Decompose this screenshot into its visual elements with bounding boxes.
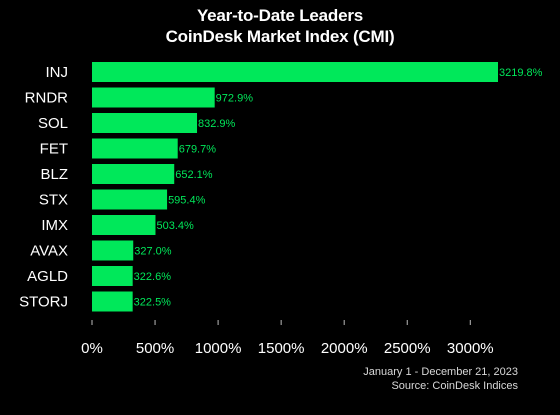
bar	[92, 87, 215, 108]
value-label: 652.1%	[175, 169, 213, 181]
value-label: 322.5%	[134, 297, 172, 309]
value-label: 595.4%	[168, 195, 206, 207]
bar	[92, 113, 198, 133]
value-label: 3219.8%	[499, 67, 543, 79]
value-label: 972.9%	[216, 93, 254, 105]
chart-subtitle: CoinDesk Market Index (CMI)	[165, 27, 395, 46]
x-tick-label: 3000%	[447, 340, 494, 357]
bar	[92, 291, 133, 312]
category-label: SOL	[38, 115, 68, 132]
category-label: RNDR	[25, 90, 68, 107]
category-label: AGLD	[27, 268, 68, 285]
bar	[92, 215, 156, 235]
source-note: Source: CoinDesk Indices	[391, 380, 518, 392]
category-label: STX	[39, 192, 68, 209]
x-tick-label: 500%	[136, 340, 174, 357]
bar	[92, 240, 134, 261]
category-label: INJ	[46, 64, 69, 81]
bar	[92, 266, 133, 286]
bar	[92, 189, 168, 210]
chart-title: Year-to-Date Leaders	[196, 6, 364, 25]
value-label: 832.9%	[198, 118, 236, 130]
value-label: 503.4%	[156, 220, 194, 232]
x-tick-label: 2000%	[321, 340, 368, 357]
date-range-note: January 1 - December 21, 2023	[363, 366, 518, 378]
category-label: BLZ	[40, 166, 68, 183]
x-tick-label: 2500%	[384, 340, 431, 357]
bar	[92, 138, 178, 159]
category-label: STORJ	[19, 294, 68, 311]
category-label: AVAX	[30, 243, 68, 260]
x-tick-label: 1000%	[195, 340, 242, 357]
category-label: IMX	[41, 217, 68, 234]
category-label: FET	[40, 141, 68, 158]
bar	[92, 62, 498, 82]
value-label: 679.7%	[179, 144, 217, 156]
bar	[92, 164, 175, 184]
x-tick-label: 0%	[81, 340, 103, 357]
x-tick-label: 1500%	[258, 340, 305, 357]
value-label: 322.6%	[134, 271, 172, 283]
value-label: 327.0%	[134, 246, 172, 258]
